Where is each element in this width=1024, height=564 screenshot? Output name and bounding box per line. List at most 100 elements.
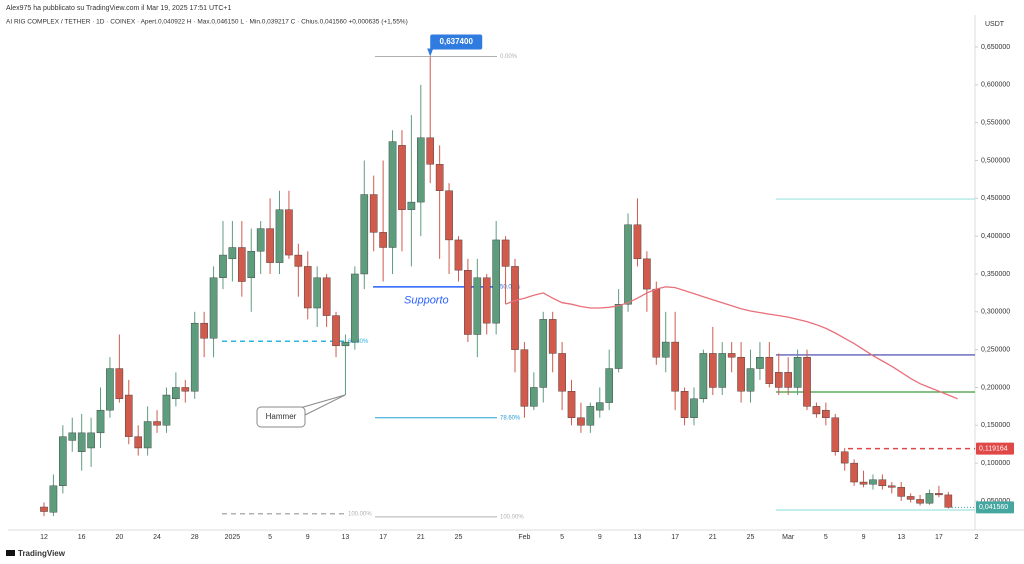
candle-body xyxy=(417,137,425,203)
x-tick-label: 5 xyxy=(268,534,272,541)
x-tick-label: 9 xyxy=(306,534,310,541)
x-tick-label: 5 xyxy=(824,534,828,541)
logo-icon xyxy=(6,550,15,556)
candle-body xyxy=(643,258,651,290)
x-tick-label: 21 xyxy=(417,534,425,541)
symbol-line: AI RIG COMPLEX / TETHER · 1D · COINEX · … xyxy=(6,19,408,26)
candle-body xyxy=(595,402,604,411)
candle-body xyxy=(812,406,821,415)
x-tick-label: Mar xyxy=(782,534,795,541)
candle-body xyxy=(897,487,906,497)
x-tick-label: 9 xyxy=(598,534,602,541)
candle-body xyxy=(360,194,369,275)
candle-body xyxy=(200,322,208,339)
y-tick-label: 0,450000 xyxy=(981,195,1010,202)
price-label-box xyxy=(976,442,1014,455)
callout-label: 0,637400 xyxy=(440,37,474,46)
x-tick-label: 13 xyxy=(634,534,642,541)
candle-body xyxy=(680,391,689,418)
candle-body xyxy=(661,341,670,358)
candle-body xyxy=(228,247,237,260)
x-tick-label: 25 xyxy=(747,534,755,541)
x-tick-label: 21 xyxy=(709,534,717,541)
candle-body xyxy=(464,269,472,335)
candle-body xyxy=(162,394,171,426)
x-tick-label: 12 xyxy=(40,534,48,541)
candle-body xyxy=(435,164,444,191)
candle-body xyxy=(906,496,915,500)
y-tick-label: 0,400000 xyxy=(981,233,1010,240)
candle-body xyxy=(548,319,557,354)
candle-body xyxy=(586,406,595,426)
candle-body xyxy=(153,421,161,426)
candle-body xyxy=(756,356,764,369)
candle-body xyxy=(68,432,77,441)
candle-body xyxy=(172,387,180,400)
footer-logo: TradingView xyxy=(6,549,66,558)
candle-body xyxy=(134,436,143,449)
candle-body xyxy=(341,341,350,347)
candle-body xyxy=(624,224,632,305)
hammer-label: Hammer xyxy=(266,412,297,421)
candle-body xyxy=(840,451,849,464)
candle-body xyxy=(322,277,331,316)
x-tick-label: 17 xyxy=(379,534,387,541)
support-label: Supporto xyxy=(404,295,449,307)
y-tick-label: 0,650000 xyxy=(981,44,1010,51)
x-tick-label: 13 xyxy=(897,534,905,541)
x-tick-label: 25 xyxy=(455,534,463,541)
candle-body xyxy=(247,251,256,278)
candle-body xyxy=(181,387,190,392)
candle-body xyxy=(925,493,934,504)
candle-body xyxy=(313,277,321,309)
y-tick-label: 0,350000 xyxy=(981,271,1010,278)
candle-body xyxy=(558,353,566,392)
author-line: Alex975 ha pubblicato su TradingView.com… xyxy=(6,5,231,12)
x-tick-label: 20 xyxy=(115,534,123,541)
candle-body xyxy=(256,228,265,252)
candle-body xyxy=(482,277,491,324)
fib-label: 78.60% xyxy=(500,415,521,421)
candle-body xyxy=(59,436,67,487)
candle-body xyxy=(605,368,613,403)
x-tick-label: 17 xyxy=(935,534,943,541)
candle-body xyxy=(859,481,868,485)
x-tick-label: Feb xyxy=(518,534,530,541)
candle-body xyxy=(492,239,500,324)
candle-body xyxy=(822,409,830,418)
y-tick-label: 0,300000 xyxy=(981,309,1010,316)
candle-body xyxy=(473,277,482,335)
candle-body xyxy=(746,368,755,392)
candle-body xyxy=(87,432,95,449)
candle-body xyxy=(426,137,435,165)
candle-body xyxy=(718,353,727,388)
candle-body xyxy=(878,479,887,487)
x-tick-label: 28 xyxy=(191,534,199,541)
fib-label: 100.00% xyxy=(500,514,524,520)
candle-body xyxy=(737,356,745,392)
y-tick-label: 0,600000 xyxy=(981,82,1010,89)
candle-body xyxy=(49,485,58,513)
candle-body xyxy=(501,239,510,267)
y-axis-label: USDT xyxy=(985,21,1005,28)
candle-body xyxy=(40,506,48,512)
callout-pointer xyxy=(427,48,434,57)
candle-body xyxy=(577,417,585,426)
candle-body xyxy=(143,421,152,449)
callout-box xyxy=(430,34,483,50)
candle-body xyxy=(520,349,529,407)
x-tick-label: 5 xyxy=(560,534,564,541)
y-tick-label: 0,050000 xyxy=(981,498,1010,505)
x-tick-label: 2 xyxy=(975,534,979,541)
hammer-arrow xyxy=(299,394,346,409)
candle-body xyxy=(294,254,303,267)
candle-body xyxy=(614,304,623,369)
candle-body xyxy=(869,479,877,485)
candle-body xyxy=(454,239,463,271)
candle-body xyxy=(124,394,133,437)
candle-body xyxy=(765,356,774,384)
x-tick-label: 17 xyxy=(671,534,679,541)
candle-body xyxy=(379,232,387,248)
candle-body xyxy=(106,368,114,411)
